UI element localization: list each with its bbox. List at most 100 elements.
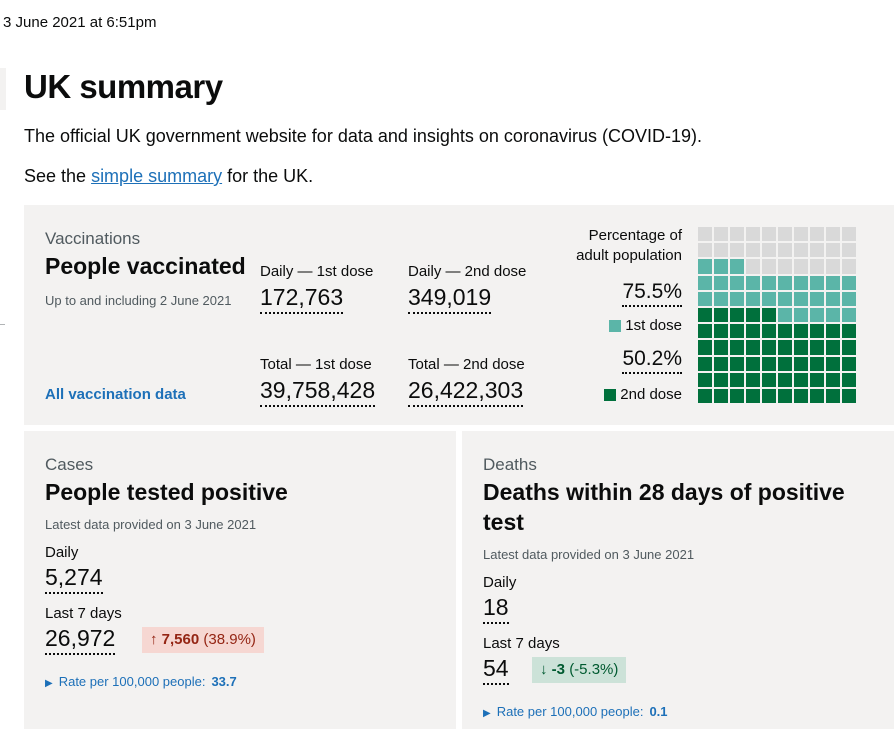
waffle-cell-1st-dose bbox=[793, 274, 809, 291]
percentage-adult-population-label: Percentage of adult population bbox=[576, 226, 682, 266]
cases-change-badge: ↑ 7,560 (38.9%) bbox=[142, 627, 264, 653]
waffle-cell-1st-dose bbox=[713, 258, 729, 275]
deaths-rate-toggle[interactable]: ▶ Rate per 100,000 people: 0.1 bbox=[483, 704, 668, 719]
pct-2nd-dose-value[interactable]: 50.2% bbox=[622, 346, 682, 374]
waffle-cell-2nd-dose bbox=[809, 323, 825, 340]
waffle-cell-1st-dose bbox=[745, 290, 761, 307]
waffle-cell-2nd-dose bbox=[729, 371, 745, 388]
waffle-cell-empty bbox=[777, 226, 793, 243]
deaths-rate-value: 0.1 bbox=[649, 704, 668, 719]
waffle-cell-empty bbox=[777, 242, 793, 259]
waffle-cell-2nd-dose bbox=[713, 339, 729, 356]
cases-rate-value: 33.7 bbox=[211, 674, 237, 689]
all-vaccination-data-link[interactable]: All vaccination data bbox=[45, 386, 186, 403]
waffle-cell-2nd-dose bbox=[761, 387, 777, 405]
waffle-cell-empty bbox=[697, 242, 713, 259]
waffle-cell-empty bbox=[745, 258, 761, 275]
waffle-cell-1st-dose bbox=[697, 274, 713, 291]
cases-change-value: 7,560 bbox=[161, 631, 200, 648]
total-1st-dose-label: Total — 1st dose bbox=[260, 356, 372, 373]
deaths-heading: Deaths within 28 days of positive test bbox=[483, 477, 845, 537]
waffle-cell-1st-dose bbox=[825, 290, 841, 307]
waffle-cell-2nd-dose bbox=[713, 306, 729, 324]
waffle-cell-1st-dose bbox=[841, 306, 857, 324]
waffle-cell-2nd-dose bbox=[777, 355, 793, 372]
deaths-week-value[interactable]: 54 bbox=[483, 654, 509, 685]
deaths-card: Deaths Deaths within 28 days of positive… bbox=[462, 431, 894, 729]
waffle-cell-1st-dose bbox=[825, 274, 841, 291]
total-2nd-dose-value[interactable]: 26,422,303 bbox=[408, 376, 524, 407]
waffle-cell-1st-dose bbox=[809, 274, 825, 291]
waffle-cell-empty bbox=[841, 242, 857, 259]
waffle-cell-empty bbox=[729, 242, 745, 259]
waffle-cell-empty bbox=[697, 226, 713, 243]
waffle-cell-2nd-dose bbox=[793, 323, 809, 340]
daily-1st-dose-label: Daily — 1st dose bbox=[260, 263, 374, 280]
waffle-cell-2nd-dose bbox=[729, 323, 745, 340]
waffle-cell-2nd-dose bbox=[761, 339, 777, 356]
waffle-cell-2nd-dose bbox=[761, 306, 777, 324]
waffle-cell-2nd-dose bbox=[713, 371, 729, 388]
waffle-cell-empty bbox=[809, 242, 825, 259]
deaths-date-note: Latest data provided on 3 June 2021 bbox=[483, 547, 695, 562]
cases-week-value[interactable]: 26,972 bbox=[45, 624, 116, 655]
deaths-change-badge: ↓ -3 (-5.3%) bbox=[532, 657, 627, 683]
waffle-cell-2nd-dose bbox=[713, 323, 729, 340]
waffle-cell-empty bbox=[841, 226, 857, 243]
waffle-cell-1st-dose bbox=[777, 306, 793, 324]
waffle-cell-1st-dose bbox=[809, 290, 825, 307]
waffle-cell-2nd-dose bbox=[841, 387, 857, 405]
waffle-cell-1st-dose bbox=[729, 258, 745, 275]
cases-daily-value[interactable]: 5,274 bbox=[45, 563, 103, 594]
simple-summary-link[interactable]: simple summary bbox=[91, 166, 223, 186]
waffle-cell-2nd-dose bbox=[697, 306, 713, 324]
waffle-cell-2nd-dose bbox=[841, 323, 857, 340]
deaths-daily-value[interactable]: 18 bbox=[483, 593, 509, 624]
intro-text: The official UK government website for d… bbox=[24, 126, 702, 146]
waffle-cell-2nd-dose bbox=[825, 355, 841, 372]
percentage-label-line1: Percentage of bbox=[588, 227, 682, 244]
waffle-cell-empty bbox=[745, 242, 761, 259]
waffle-cell-empty bbox=[745, 226, 761, 243]
see-suffix: for the UK. bbox=[222, 166, 314, 186]
deaths-week-label: Last 7 days bbox=[483, 635, 560, 652]
cases-caption: Cases bbox=[45, 455, 94, 474]
waffle-cell-2nd-dose bbox=[729, 339, 745, 356]
waffle-cell-2nd-dose bbox=[761, 355, 777, 372]
waffle-cell-2nd-dose bbox=[777, 323, 793, 340]
waffle-cell-empty bbox=[841, 258, 857, 275]
see-prefix: See the bbox=[24, 166, 92, 186]
waffle-cell-empty bbox=[761, 258, 777, 275]
waffle-cell-2nd-dose bbox=[809, 371, 825, 388]
legend-1st-dose-label: 1st dose bbox=[625, 317, 682, 334]
waffle-cell-2nd-dose bbox=[761, 323, 777, 340]
waffle-cell-empty bbox=[809, 258, 825, 275]
waffle-cell-empty bbox=[809, 226, 825, 243]
waffle-cell-1st-dose bbox=[841, 274, 857, 291]
waffle-cell-2nd-dose bbox=[825, 339, 841, 356]
waffle-cell-1st-dose bbox=[761, 290, 777, 307]
waffle-cell-1st-dose bbox=[809, 306, 825, 324]
waffle-cell-1st-dose bbox=[841, 290, 857, 307]
deaths-daily-label: Daily bbox=[483, 574, 517, 591]
waffle-cell-empty bbox=[761, 226, 777, 243]
waffle-cell-empty bbox=[729, 226, 745, 243]
waffle-cell-1st-dose bbox=[697, 290, 713, 307]
total-1st-dose-value[interactable]: 39,758,428 bbox=[260, 376, 376, 407]
waffle-cell-empty bbox=[761, 242, 777, 259]
cases-rate-toggle[interactable]: ▶ Rate per 100,000 people: 33.7 bbox=[45, 674, 237, 689]
daily-2nd-dose-value[interactable]: 349,019 bbox=[408, 283, 492, 314]
waffle-cell-1st-dose bbox=[697, 258, 713, 275]
arrow-down-icon: ↓ bbox=[540, 661, 548, 678]
waffle-cell-2nd-dose bbox=[697, 339, 713, 356]
cases-daily-label: Daily bbox=[45, 544, 79, 561]
legend-2nd-dose-label: 2nd dose bbox=[620, 386, 682, 403]
waffle-cell-2nd-dose bbox=[729, 306, 745, 324]
page-title: UK summary bbox=[24, 68, 223, 105]
deaths-change-value: -3 bbox=[551, 661, 566, 678]
waffle-cell-empty bbox=[825, 258, 841, 275]
waffle-cell-2nd-dose bbox=[697, 355, 713, 372]
waffle-cell-2nd-dose bbox=[745, 323, 761, 340]
daily-1st-dose-value[interactable]: 172,763 bbox=[260, 283, 344, 314]
pct-1st-dose-value[interactable]: 75.5% bbox=[622, 279, 682, 307]
